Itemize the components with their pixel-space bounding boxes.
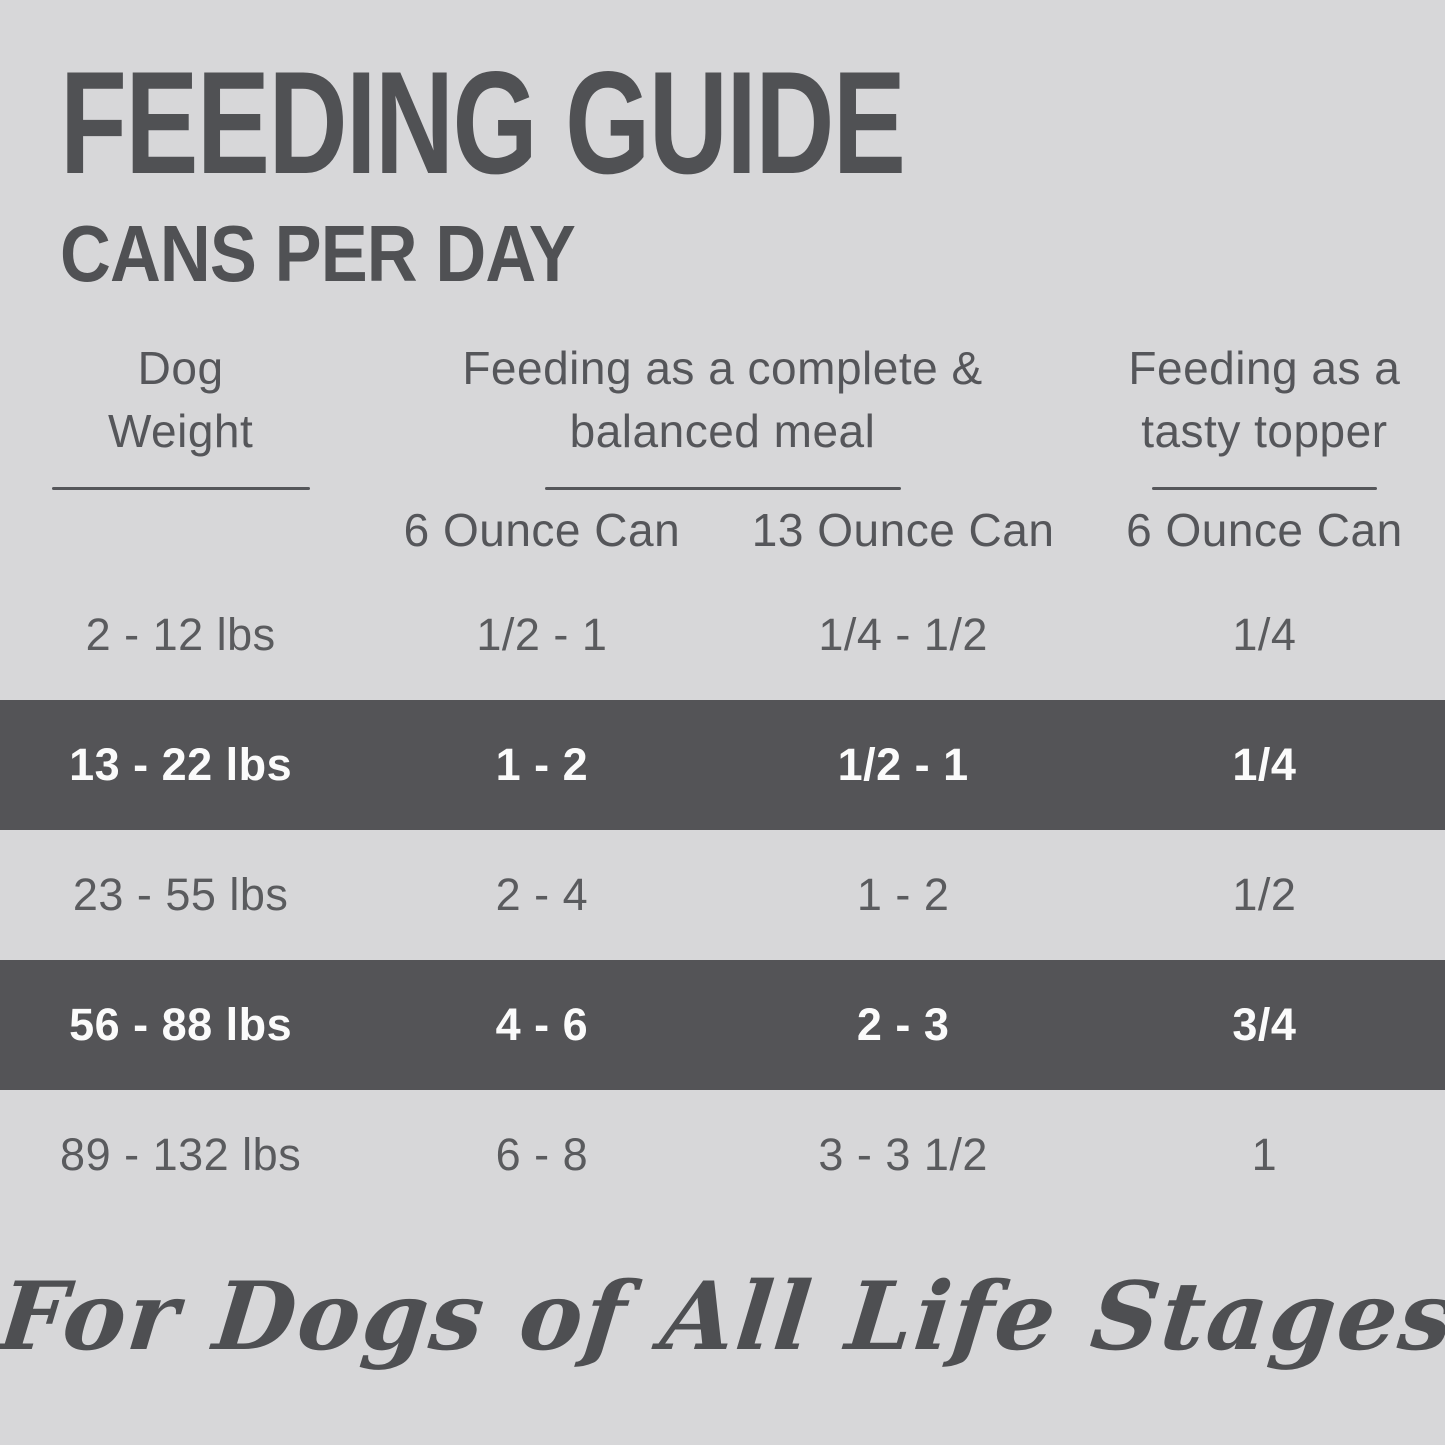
column-header-line: Weight <box>107 405 254 457</box>
cell-13oz: 2 - 3 <box>856 999 950 1050</box>
cell-dog-weight: 56 - 88 lbs <box>69 999 293 1050</box>
cell-topper: 1 <box>1251 1129 1278 1180</box>
table-row: 23 - 55 lbs 2 - 4 1 - 2 1/2 <box>0 830 1445 960</box>
subheader-row: 6 Ounce Can 13 Ounce Can 6 Ounce Can <box>0 490 1445 570</box>
column-header-line: Feeding as a complete & <box>462 342 983 394</box>
cell-topper: 3/4 <box>1232 999 1297 1050</box>
column-header-line: Feeding as a <box>1128 342 1401 394</box>
table-row-highlighted: 13 - 22 lbs 1 - 2 1/2 - 1 1/4 <box>0 700 1445 830</box>
subheader-6oz-can-topper: 6 Ounce Can <box>1126 504 1403 556</box>
tagline-all-life-stages: For Dogs of All Life Stages <box>0 1262 1445 1372</box>
page-subtitle: CANS PER DAY <box>60 209 576 298</box>
cell-6oz: 4 - 6 <box>495 999 589 1050</box>
table-row-highlighted: 56 - 88 lbs 4 - 6 2 - 3 3/4 <box>0 960 1445 1090</box>
cell-6oz: 1/2 - 1 <box>476 609 608 660</box>
subheader-6oz-can: 6 Ounce Can <box>403 504 681 556</box>
group-header-row: Dog Weight Feeding as a complete & balan… <box>0 330 1445 490</box>
cell-13oz: 1/4 - 1/2 <box>818 609 988 660</box>
column-header-dog-weight: Dog Weight <box>0 330 361 490</box>
subheader-13oz-can: 13 Ounce Can <box>751 504 1055 556</box>
table-row: 2 - 12 lbs 1/2 - 1 1/4 - 1/2 1/4 <box>0 570 1445 700</box>
header-underline <box>544 487 901 490</box>
column-header-tasty-topper: Feeding as a tasty topper <box>1084 330 1445 490</box>
cell-13oz: 1 - 2 <box>856 869 950 920</box>
header-underline <box>51 487 310 490</box>
cell-dog-weight: 23 - 55 lbs <box>72 869 289 920</box>
cell-topper: 1/4 <box>1232 609 1297 660</box>
cell-13oz: 3 - 3 1/2 <box>818 1129 988 1180</box>
cell-dog-weight: 13 - 22 lbs <box>69 739 293 790</box>
page-title: FEEDING GUIDE <box>60 41 906 204</box>
cell-6oz: 1 - 2 <box>495 739 589 790</box>
table-row: 89 - 132 lbs 6 - 8 3 - 3 1/2 1 <box>0 1090 1445 1220</box>
column-header-line: balanced meal <box>569 405 876 457</box>
cell-6oz: 2 - 4 <box>495 869 589 920</box>
cell-6oz: 6 - 8 <box>495 1129 589 1180</box>
cell-topper: 1/4 <box>1232 739 1297 790</box>
feeding-table: Dog Weight Feeding as a complete & balan… <box>0 330 1445 1220</box>
column-header-line: Dog <box>137 342 224 394</box>
column-header-complete-meal: Feeding as a complete & balanced meal <box>361 330 1084 490</box>
subheader-spacer <box>0 490 361 570</box>
cell-dog-weight: 2 - 12 lbs <box>85 609 276 660</box>
title-block: FEEDING GUIDE CANS PER DAY <box>60 50 1186 294</box>
header-underline <box>1151 487 1377 490</box>
column-header-line: tasty topper <box>1141 405 1388 457</box>
cell-13oz: 1/2 - 1 <box>837 739 969 790</box>
cell-dog-weight: 89 - 132 lbs <box>60 1129 302 1180</box>
cell-topper: 1/2 <box>1232 869 1297 920</box>
